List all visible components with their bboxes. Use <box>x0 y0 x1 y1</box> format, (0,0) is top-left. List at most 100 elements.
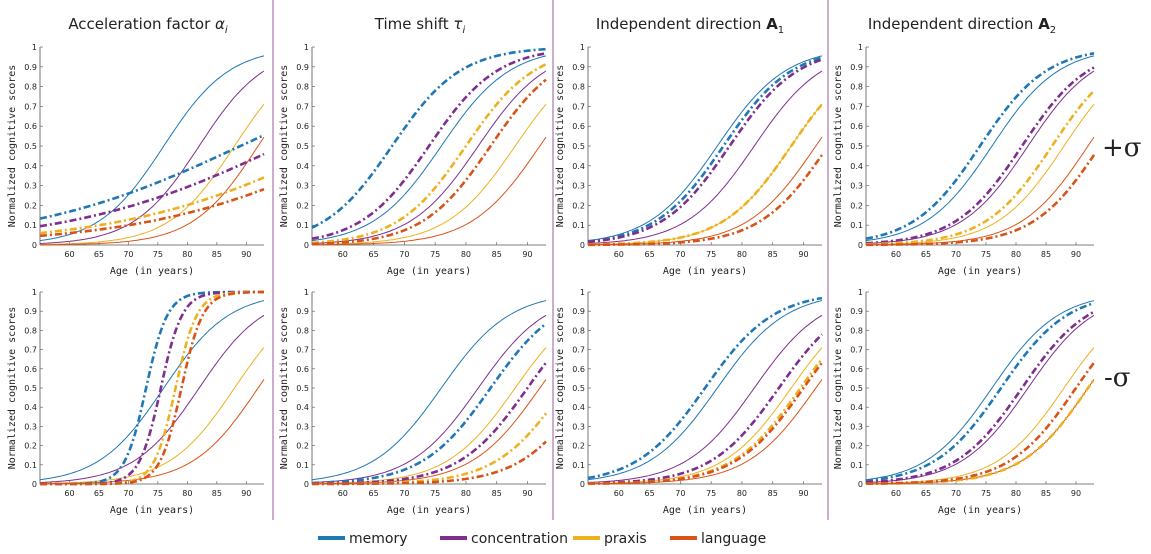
series-line-memory <box>865 52 1095 240</box>
x-axis-label: Age (in years) <box>110 505 194 516</box>
column-title: Independent direction A2 <box>868 15 1056 36</box>
x-tick-label: 85 <box>212 250 222 259</box>
y-tick-label: 0.5 <box>572 142 585 151</box>
panel-timeshift-minus: 0 0.1 0.2 0.3 0.4 0.5 0.6 0.7 0.8 0.9 1 60 65 70 75 80 8… <box>279 288 548 516</box>
reference-curve-praxis <box>39 103 265 245</box>
x-tick-label: 70 <box>951 489 961 498</box>
x-tick-label: 70 <box>675 489 685 498</box>
x-tick-label: 90 <box>798 489 808 498</box>
y-tick-label: 0.7 <box>296 346 309 355</box>
x-tick-label: 65 <box>368 489 378 498</box>
y-tick-label: 0.5 <box>296 142 309 151</box>
x-tick-label: 85 <box>492 250 502 259</box>
y-tick-label: 1 <box>32 43 37 52</box>
x-tick-label: 80 <box>461 250 471 259</box>
y-tick-label: 0 <box>858 241 863 250</box>
x-axis-label: Age (in years) <box>387 505 471 516</box>
series-line-memory <box>865 301 1095 482</box>
y-tick-label: 1 <box>858 288 863 297</box>
series-line-concentration <box>40 290 264 486</box>
x-tick-label: 85 <box>768 250 778 259</box>
y-tick-label: 0.2 <box>296 201 309 210</box>
y-tick-label: 0.4 <box>572 403 585 412</box>
reference-curve-memory <box>39 55 265 242</box>
reference-curve-concentration <box>311 314 547 483</box>
x-tick-label: 65 <box>921 489 931 498</box>
reference-curve-praxis <box>587 103 823 245</box>
y-tick-label: 0.3 <box>24 422 37 431</box>
y-tick-label: 0.6 <box>24 365 37 374</box>
y-tick-label: 1 <box>580 288 585 297</box>
reference-curve-concentration <box>865 314 1095 483</box>
y-tick-label: 0.4 <box>850 403 863 412</box>
series-line-memory <box>311 47 547 229</box>
y-axis-label: Normalized cognitive scores <box>833 65 844 228</box>
y-tick-label: 0.9 <box>850 63 863 72</box>
y-tick-label: 0.2 <box>24 201 37 210</box>
y-axis-label: Normalized cognitive scores <box>7 307 18 470</box>
x-tick-label: 90 <box>1071 250 1081 259</box>
y-tick-label: 0.9 <box>850 307 863 316</box>
legend-label-praxis: praxis <box>604 531 647 547</box>
y-tick-label: 0.1 <box>296 461 309 470</box>
x-tick-label: 60 <box>614 489 624 498</box>
y-tick-label: 0 <box>304 480 309 489</box>
reference-curve-memory <box>865 55 1095 242</box>
series-line-language <box>866 361 1096 485</box>
panel-timeshift-plus: 0 0.1 0.2 0.3 0.4 0.5 0.6 0.7 0.8 0.9 1 60 65 70 75 80 8… <box>279 43 547 277</box>
x-tick-label: 85 <box>1041 250 1051 259</box>
x-axis-label: Age (in years) <box>387 266 471 277</box>
x-axis-label: Age (in years) <box>110 266 194 277</box>
x-tick-label: 75 <box>430 489 440 498</box>
y-tick-label: 0.3 <box>572 422 585 431</box>
y-tick-label: 0.6 <box>24 122 37 131</box>
series-line-language <box>312 78 547 246</box>
series-line-concentration <box>587 58 823 244</box>
y-tick-label: 0.2 <box>296 442 309 451</box>
legend: memory concentration praxis language <box>318 531 766 547</box>
y-tick-label: 0 <box>32 241 37 250</box>
x-tick-label: 60 <box>64 489 74 498</box>
y-axis-label: Normalized cognitive scores <box>555 65 566 228</box>
x-tick-label: 90 <box>522 489 532 498</box>
x-tick-label: 60 <box>338 489 348 498</box>
y-tick-label: 0.4 <box>296 403 309 412</box>
reference-curve-praxis <box>311 103 547 245</box>
series-line-praxis <box>865 89 1095 246</box>
y-tick-label: 1 <box>304 43 309 52</box>
panel-direction2-plus: 0 0.1 0.2 0.3 0.4 0.5 0.6 0.7 0.8 0.9 1 60 65 70 75 80 8… <box>833 43 1096 277</box>
panels: 0 0.1 0.2 0.3 0.4 0.5 0.6 0.7 0.8 0.9 1 60 65 70 75 80 8… <box>7 43 1096 516</box>
x-tick-label: 70 <box>951 250 961 259</box>
x-tick-label: 65 <box>94 250 104 259</box>
y-axis-label: Normalized cognitive scores <box>279 65 290 228</box>
series-line-language <box>588 154 824 247</box>
y-tick-label: 0.3 <box>572 182 585 191</box>
panel-acceleration-minus: 0 0.1 0.2 0.3 0.4 0.5 0.6 0.7 0.8 0.9 1 60 65 70 75 80 8… <box>7 288 265 516</box>
x-tick-label: 75 <box>706 489 716 498</box>
x-tick-label: 70 <box>123 250 133 259</box>
y-tick-label: 0.8 <box>572 83 585 92</box>
reference-curve-praxis <box>588 347 823 484</box>
y-tick-label: 0.8 <box>296 326 309 335</box>
y-tick-label: 0.9 <box>296 63 309 72</box>
reference-curve-memory <box>587 300 823 481</box>
series-line-praxis <box>40 290 264 486</box>
y-tick-label: 0.6 <box>850 365 863 374</box>
y-tick-label: 0.8 <box>850 83 863 92</box>
series-line-concentration <box>865 66 1095 245</box>
series-line-language <box>312 440 547 486</box>
y-tick-label: 0.4 <box>572 162 585 171</box>
reference-curve-praxis <box>40 347 265 484</box>
series-line-language <box>39 187 265 238</box>
y-tick-label: 0.2 <box>572 201 585 210</box>
x-tick-label: 65 <box>921 250 931 259</box>
y-tick-label: 0.7 <box>850 346 863 355</box>
x-axis-label: Age (in years) <box>938 266 1022 277</box>
y-tick-label: 0.5 <box>24 384 37 393</box>
x-tick-label: 65 <box>644 250 654 259</box>
series-line-concentration <box>312 361 548 485</box>
y-tick-label: 0.1 <box>850 461 863 470</box>
column-title: Independent direction A1 <box>596 15 784 36</box>
series-line-language <box>588 361 824 485</box>
y-tick-label: 1 <box>580 43 585 52</box>
